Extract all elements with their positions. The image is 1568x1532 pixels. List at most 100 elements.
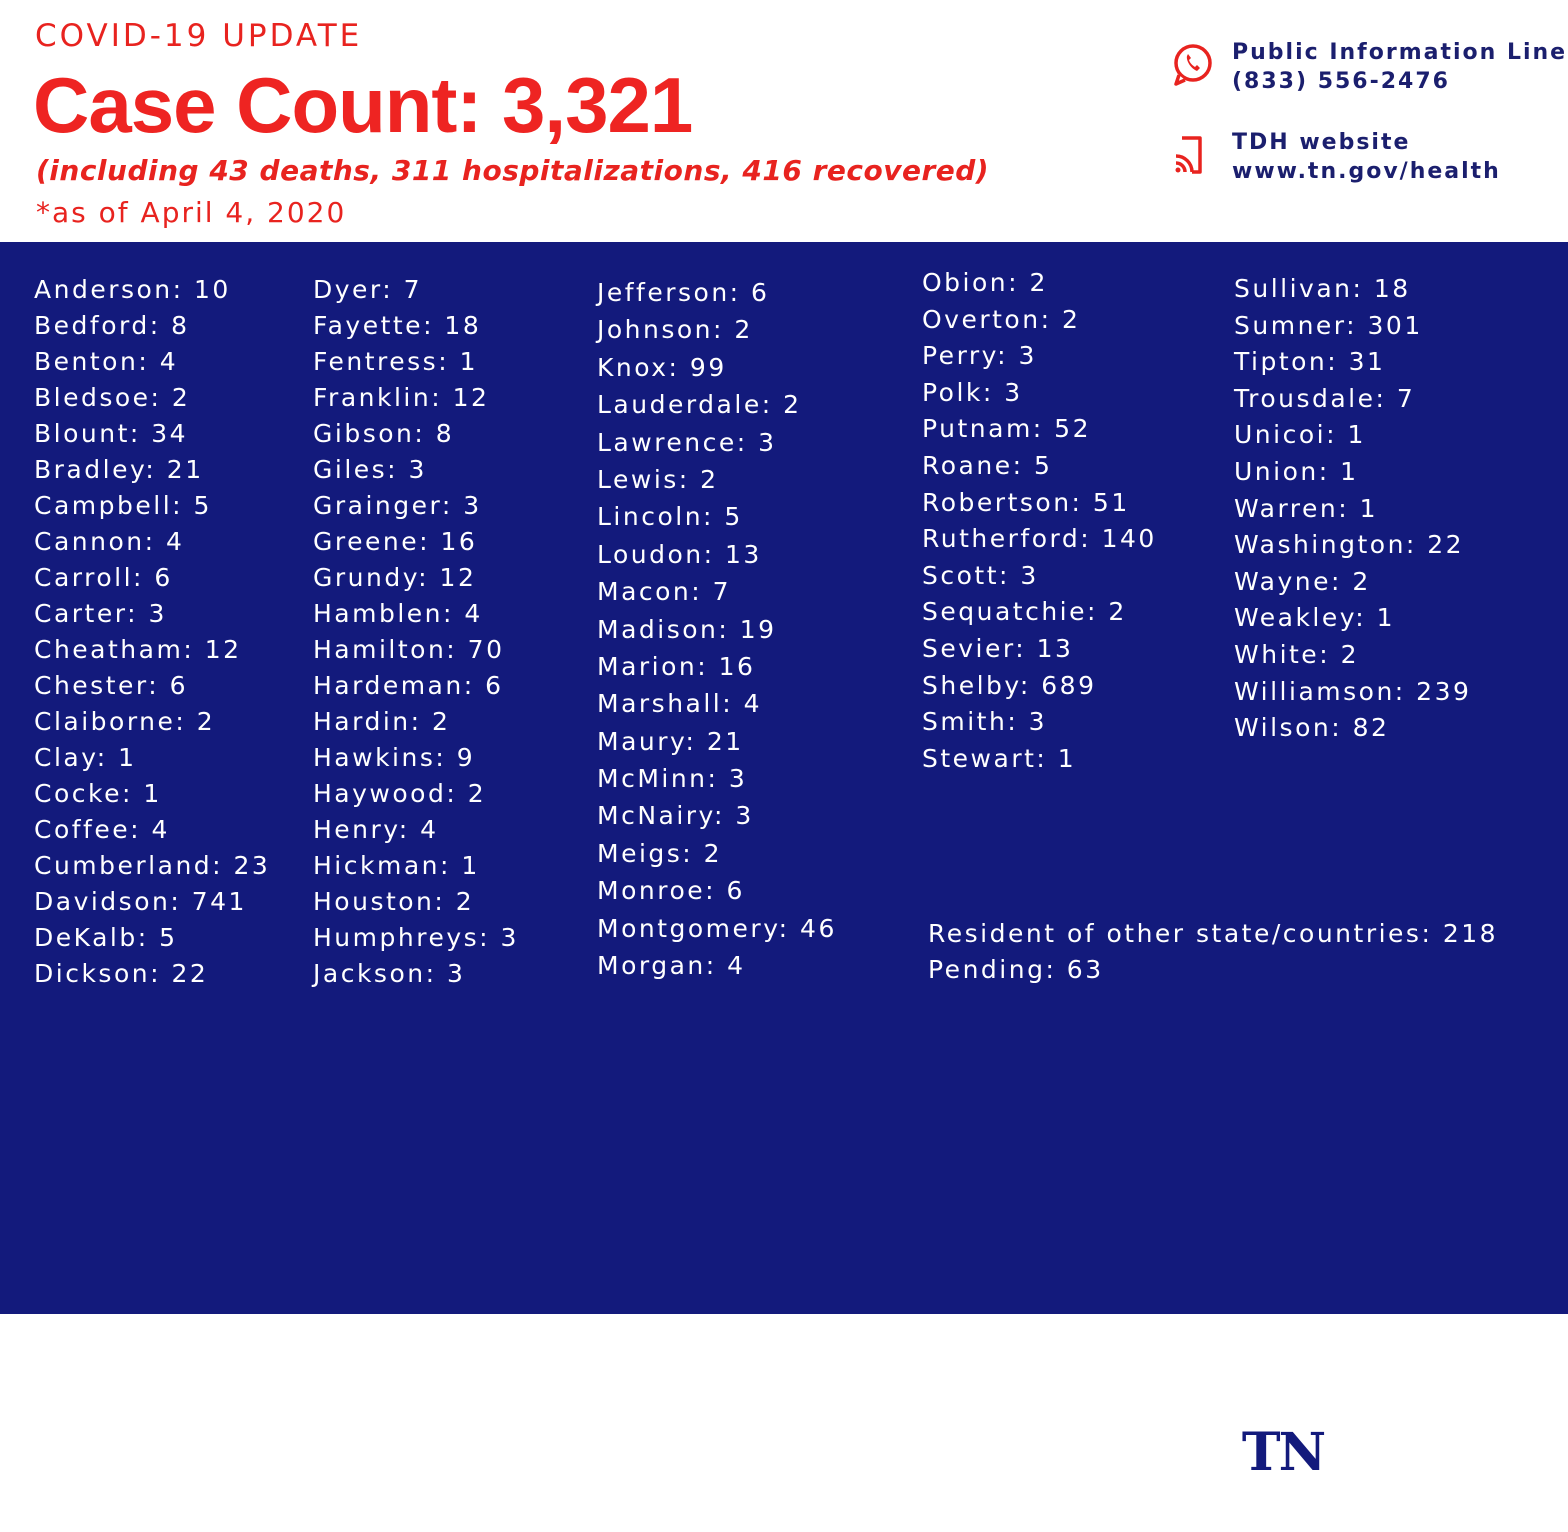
county-count-item: Hamblen: 4 (313, 599, 483, 628)
logo-rule-1 (1232, 1514, 1342, 1518)
county-column-2: Dyer: 7 Fayette: 18 Fentress: 1 Franklin: 1… (313, 272, 519, 992)
county-count-item: Sumner: 301 (1234, 310, 1423, 340)
county-count-item: Greene: 16 (313, 527, 478, 556)
county-count-item: Chester: 6 (34, 671, 189, 700)
county-column-1: Anderson: 10 Bedford: 8 Benton: 4 Bledsoe: … (34, 272, 270, 992)
county-count-item: Knox: 99 (597, 352, 727, 382)
county-count-item: Dickson: 22 (34, 959, 209, 988)
county-count-item: Claiborne: 2 (34, 707, 216, 736)
case-count-headline: Case Count: 3,321 (33, 61, 693, 149)
county-count-item: Warren: 1 (1234, 493, 1379, 523)
county-count-item: Lewis: 2 (597, 464, 719, 494)
county-count-item: Weakley: 1 (1234, 603, 1396, 633)
county-count-item: Tipton: 31 (1234, 347, 1386, 377)
pending-count: Pending: 63 (928, 955, 1104, 984)
county-count-item: Hawkins: 9 (313, 743, 476, 772)
county-count-item: Morgan: 4 (597, 951, 746, 981)
county-count-item: Rutherford: 140 (922, 524, 1157, 554)
phone-icon (1170, 42, 1216, 88)
county-count-item: Obion: 2 (922, 268, 1048, 297)
county-count-item: Jackson: 3 (313, 959, 466, 988)
county-count-item: Maury: 21 (597, 726, 744, 756)
county-count-item: Bedford: 8 (34, 311, 190, 340)
county-count-item: Williamson: 239 (1234, 676, 1472, 706)
county-count-item: Humphreys: 3 (313, 923, 519, 952)
county-count-item: Davidson: 741 (34, 887, 247, 916)
county-count-item: Sequatchie: 2 (922, 597, 1127, 627)
county-count-item: Wilson: 82 (1234, 713, 1390, 743)
website-title: TDH website (1232, 130, 1411, 155)
county-count-item: Montgomery: 46 (597, 913, 837, 943)
county-count-item: Bradley: 21 (34, 455, 204, 484)
county-count-item: McMinn: 3 (597, 764, 748, 794)
county-count-item: Franklin: 12 (313, 383, 490, 412)
county-count-item: Campbell: 5 (34, 491, 212, 520)
county-count-item: Cocke: 1 (34, 779, 162, 808)
county-count-item: Robertson: 51 (922, 487, 1130, 517)
county-count-item: Houston: 2 (313, 887, 475, 916)
county-count-item: Haywood: 2 (313, 779, 487, 808)
county-count-item: Coffee: 4 (34, 815, 170, 844)
tdh-logo: TN Department of Health (1232, 1410, 1522, 1531)
county-count-item: Washington: 22 (1234, 530, 1465, 560)
county-count-item: Sevier: 13 (922, 633, 1074, 663)
county-count-item: Monroe: 6 (597, 876, 745, 906)
update-kicker: COVID-19 UPDATE (35, 18, 363, 54)
case-breakdown: (including 43 deaths, 311 hospitalizatio… (36, 154, 990, 187)
county-count-item: Marion: 16 (597, 651, 756, 681)
county-panel: Anderson: 10 Bedford: 8 Benton: 4 Bledsoe: … (0, 242, 1568, 1531)
county-column-5: Sullivan: 18 Sumner: 301 Tipton: 31 Trousda… (1234, 271, 1471, 747)
county-count-item: Loudon: 13 (597, 539, 762, 569)
logo-line-2: Health (1346, 1490, 1457, 1531)
county-count-item: Henry: 4 (313, 815, 439, 844)
county-count-item: Lauderdale: 2 (597, 390, 802, 420)
county-count-item: Clay: 1 (34, 743, 137, 772)
county-count-item: Grainger: 3 (313, 491, 482, 520)
county-count-item: Madison: 19 (597, 614, 777, 644)
county-count-item: Bledsoe: 2 (34, 383, 191, 412)
county-count-item: Lincoln: 5 (597, 502, 743, 532)
header: COVID-19 UPDATE Case Count: 3,321 (inclu… (0, 0, 1568, 242)
county-count-item: Hardin: 2 (313, 707, 451, 736)
phone-number[interactable]: (833) 556-2476 (1232, 69, 1450, 94)
county-count-item: Sullivan: 18 (1234, 274, 1411, 303)
logo-rule-2 (1232, 1522, 1342, 1526)
county-count-item: Union: 1 (1234, 456, 1359, 486)
county-count-item: Trousdale: 7 (1234, 383, 1416, 413)
county-count-item: Cumberland: 23 (34, 851, 271, 880)
county-count-item: Fentress: 1 (313, 347, 478, 376)
county-count-item: Meigs: 2 (597, 838, 723, 868)
county-count-item: Benton: 4 (34, 347, 179, 376)
website-url[interactable]: www.tn.gov/health (1232, 159, 1501, 184)
logo-line-1: Department of (1346, 1462, 1505, 1490)
phone-contact[interactable]: Public Information Line (833) 556-2476 (1170, 38, 1567, 96)
county-column-3: Jefferson: 6 Johnson: 2 Knox: 99 Lauderdale… (597, 274, 837, 984)
cast-icon (1170, 132, 1216, 178)
county-count-item: Johnson: 2 (597, 315, 753, 345)
county-count-item: Stewart: 1 (922, 743, 1077, 773)
county-count-item: Smith: 3 (922, 707, 1048, 737)
county-count-item: Shelby: 689 (922, 670, 1097, 700)
county-count-item: Scott: 3 (922, 560, 1039, 590)
county-count-item: DeKalb: 5 (34, 923, 178, 952)
county-count-item: Marshall: 4 (597, 689, 763, 719)
county-count-item: McNairy: 3 (597, 801, 754, 831)
county-count-item: Unicoi: 1 (1234, 420, 1366, 450)
county-count-item: Gibson: 8 (313, 419, 455, 448)
website-contact[interactable]: TDH website www.tn.gov/health (1170, 128, 1501, 186)
county-count-item: Hardeman: 6 (313, 671, 504, 700)
county-count-item: Giles: 3 (313, 455, 427, 484)
county-count-item: Polk: 3 (922, 377, 1023, 407)
county-count-item: Lawrence: 3 (597, 427, 777, 457)
phone-title: Public Information Line (1232, 40, 1568, 65)
county-count-item: Carroll: 6 (34, 563, 173, 592)
county-count-item: Dyer: 7 (313, 275, 423, 304)
county-count-item: Putnam: 52 (922, 414, 1091, 444)
county-count-item: Anderson: 10 (34, 275, 231, 304)
county-count-item: Cheatham: 12 (34, 635, 242, 664)
other-states-count: Resident of other state/countries: 218 (928, 919, 1499, 948)
county-count-item: Perry: 3 (922, 341, 1037, 371)
county-count-item: Wayne: 2 (1234, 566, 1371, 596)
county-count-item: Grundy: 12 (313, 563, 477, 592)
county-column-4: Obion: 2 Overton: 2 Perry: 3 Polk: 3 Putnam:… (922, 265, 1157, 777)
